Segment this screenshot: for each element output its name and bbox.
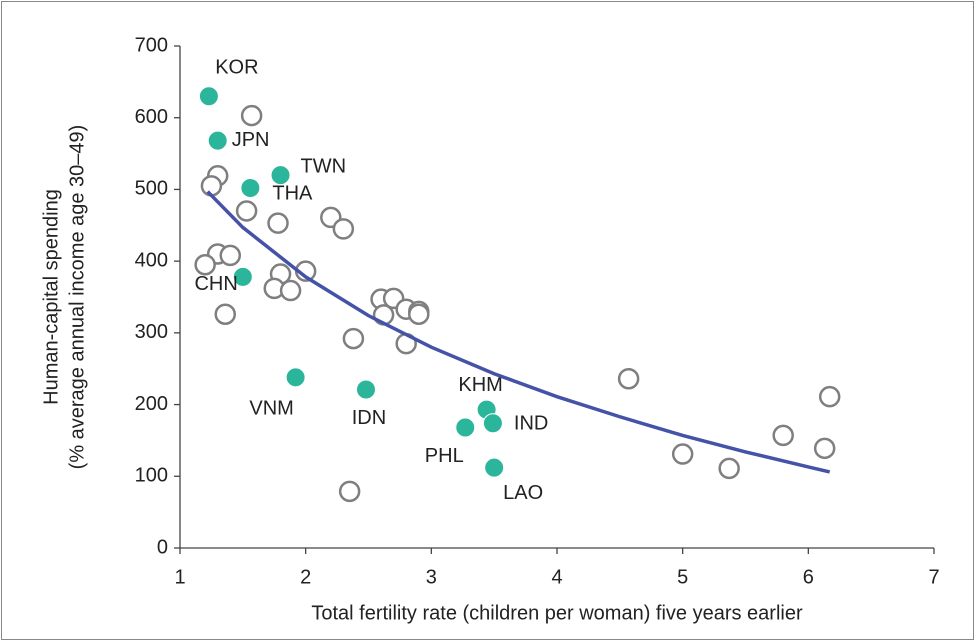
point [772,424,794,447]
y-tick-label: 100 [135,465,168,487]
point [267,212,289,234]
y-tick-label: 400 [135,249,168,271]
point-label: PHL [425,445,464,467]
x-tick-label: 7 [928,566,939,588]
point [194,253,216,276]
point-label: IND [514,412,548,434]
point [279,279,302,302]
x-axis-title: Total fertility rate (children per woman… [311,602,803,624]
y-tick-label: 200 [135,393,168,415]
x-tick-label: 6 [803,566,814,588]
point-label: VNM [249,398,293,420]
point [484,457,505,478]
point [285,367,306,388]
point [270,165,291,186]
point [355,379,376,400]
point-label: KOR [215,56,258,78]
point [207,130,228,151]
point [813,437,836,460]
point [617,368,640,390]
x-tick-label: 1 [174,566,185,588]
point [718,457,740,480]
point [338,480,361,503]
point [240,177,261,198]
point-label: THA [272,182,313,204]
point [219,244,242,267]
fit-line [206,190,831,474]
x-tick-label: 4 [551,566,562,588]
point [671,443,694,465]
point [818,385,841,408]
point [408,303,430,325]
x-tick-label: 3 [426,566,437,588]
point [342,327,365,350]
point-label: JPN [232,129,270,151]
point [232,266,253,287]
y-tick-label: 600 [135,106,168,128]
x-tick-label: 5 [677,566,688,588]
y-axis-title: (% average annual income age 30–49) [66,125,88,470]
point [240,104,263,127]
point [235,200,258,222]
point-label: TWN [301,155,347,177]
x-tick-label: 2 [300,566,311,588]
point [332,218,355,240]
y-tick-label: 0 [157,536,168,558]
point [482,413,503,434]
y-tick-label: 500 [135,178,168,200]
y-tick-label: 300 [135,321,168,343]
point-label: CHN [194,273,237,295]
point [455,417,476,438]
point-label: KHM [458,374,502,396]
y-axis-title: Human-capital spending [40,189,62,405]
point-label: IDN [352,407,386,429]
point [214,303,236,325]
point [200,175,223,197]
point [198,86,219,107]
point-label: LAO [503,482,543,504]
y-tick-label: 700 [135,34,168,56]
